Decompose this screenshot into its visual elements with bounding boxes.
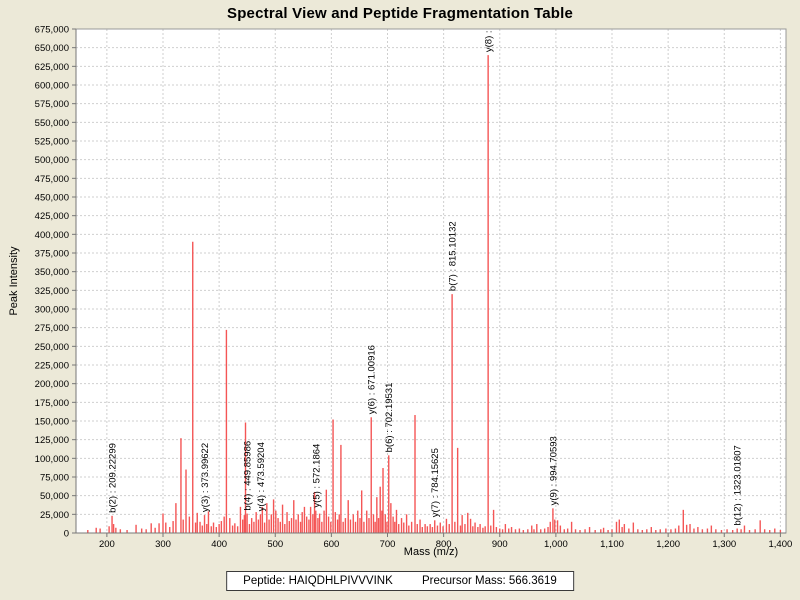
peptide-sequence: HAIQDHLPIVVVINK — [288, 575, 393, 587]
svg-text:600,000: 600,000 — [35, 81, 69, 92]
svg-text:800: 800 — [436, 539, 452, 550]
svg-text:y(7) : 784.15625: y(7) : 784.15625 — [430, 448, 441, 517]
svg-text:50,000: 50,000 — [40, 491, 69, 502]
svg-text:200: 200 — [99, 539, 115, 550]
svg-text:100,000: 100,000 — [35, 454, 69, 465]
svg-text:575,000: 575,000 — [35, 99, 69, 110]
svg-text:275,000: 275,000 — [35, 323, 69, 334]
svg-text:1,300: 1,300 — [712, 539, 736, 550]
svg-text:200,000: 200,000 — [35, 379, 69, 390]
svg-text:400,000: 400,000 — [35, 230, 69, 241]
svg-text:700: 700 — [380, 539, 396, 550]
peptide-info-box: Peptide: HAIQDHLPIVVVINK Precursor Mass:… — [226, 571, 574, 591]
svg-text:y(9) : 994.70593: y(9) : 994.70593 — [548, 436, 559, 505]
svg-text:350,000: 350,000 — [35, 267, 69, 278]
svg-text:400: 400 — [211, 539, 227, 550]
svg-text:75,000: 75,000 — [40, 473, 69, 484]
svg-text:625,000: 625,000 — [35, 62, 69, 73]
svg-text:b(2) : 209.22299: b(2) : 209.22299 — [108, 443, 119, 513]
svg-text:475,000: 475,000 — [35, 174, 69, 185]
svg-text:y(8) :: y(8) : — [484, 30, 495, 52]
svg-text:b(7) : 815.10132: b(7) : 815.10132 — [448, 221, 459, 291]
svg-text:900: 900 — [492, 539, 508, 550]
svg-text:0: 0 — [64, 529, 69, 540]
svg-text:150,000: 150,000 — [35, 417, 69, 428]
svg-text:300: 300 — [155, 539, 171, 550]
svg-text:425,000: 425,000 — [35, 211, 69, 222]
svg-text:500,000: 500,000 — [35, 155, 69, 166]
svg-text:325,000: 325,000 — [35, 286, 69, 297]
chart-title: Spectral View and Peptide Fragmentation … — [226, 5, 574, 22]
precursor-mass-value: 566.3619 — [508, 575, 557, 587]
svg-text:300,000: 300,000 — [35, 305, 69, 316]
svg-text:1,000: 1,000 — [544, 539, 568, 550]
x-axis-title: Mass (m/z) — [403, 546, 459, 558]
svg-text:175,000: 175,000 — [35, 398, 69, 409]
svg-text:225,000: 225,000 — [35, 361, 69, 372]
svg-text:125,000: 125,000 — [35, 435, 69, 446]
svg-text:525,000: 525,000 — [35, 137, 69, 148]
svg-text:y(4) : 473.59204: y(4) : 473.59204 — [256, 442, 267, 511]
svg-text:b(4) : 449.85986: b(4) : 449.85986 — [243, 441, 254, 511]
precursor-mass-label: Precursor Mass: — [421, 575, 506, 587]
svg-text:1,100: 1,100 — [600, 539, 624, 550]
svg-text:450,000: 450,000 — [35, 193, 69, 204]
svg-text:375,000: 375,000 — [35, 249, 69, 260]
svg-text:b(6) : 702.19531: b(6) : 702.19531 — [384, 383, 395, 453]
svg-text:600: 600 — [323, 539, 339, 550]
svg-text:550,000: 550,000 — [35, 118, 69, 129]
svg-text:y(3) : 373.99622: y(3) : 373.99622 — [200, 443, 211, 512]
svg-text:y(5) : 572.1864: y(5) : 572.1864 — [311, 444, 322, 508]
svg-text:1,200: 1,200 — [656, 539, 680, 550]
peptide-label: Peptide: — [243, 575, 286, 587]
y-axis-title: Peak Intensity — [8, 246, 20, 316]
svg-text:y(6) : 671.00916: y(6) : 671.00916 — [367, 345, 378, 414]
svg-text:b(12) : 1323.01807: b(12) : 1323.01807 — [733, 445, 744, 525]
svg-text:25,000: 25,000 — [40, 510, 69, 521]
svg-text:500: 500 — [267, 539, 283, 550]
svg-text:250,000: 250,000 — [35, 342, 69, 353]
svg-text:675,000: 675,000 — [35, 25, 69, 36]
svg-text:1,400: 1,400 — [768, 539, 792, 550]
svg-text:650,000: 650,000 — [35, 43, 69, 54]
